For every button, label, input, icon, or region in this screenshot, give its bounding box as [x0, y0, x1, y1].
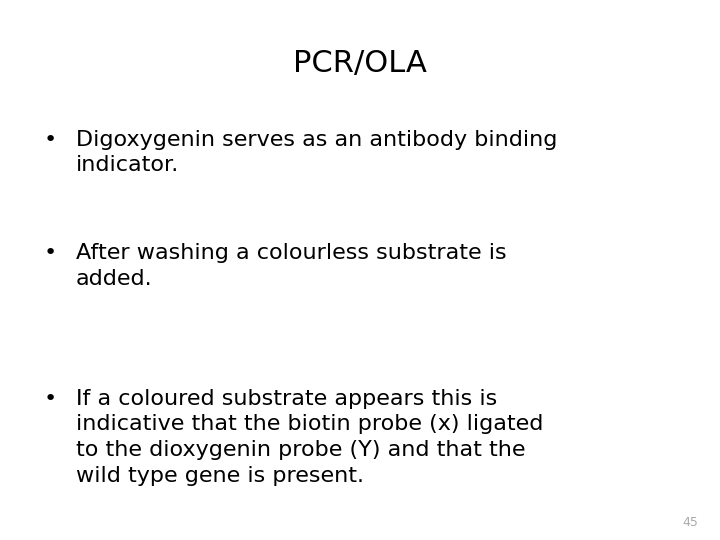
Text: •: • [44, 243, 57, 263]
Text: Digoxygenin serves as an antibody binding
indicator.: Digoxygenin serves as an antibody bindin… [76, 130, 557, 175]
Text: 45: 45 [683, 516, 698, 529]
Text: •: • [44, 389, 57, 409]
Text: If a coloured substrate appears this is
indicative that the biotin probe (x) lig: If a coloured substrate appears this is … [76, 389, 543, 485]
Text: After washing a colourless substrate is
added.: After washing a colourless substrate is … [76, 243, 506, 288]
Text: PCR/OLA: PCR/OLA [293, 49, 427, 78]
Text: •: • [44, 130, 57, 150]
